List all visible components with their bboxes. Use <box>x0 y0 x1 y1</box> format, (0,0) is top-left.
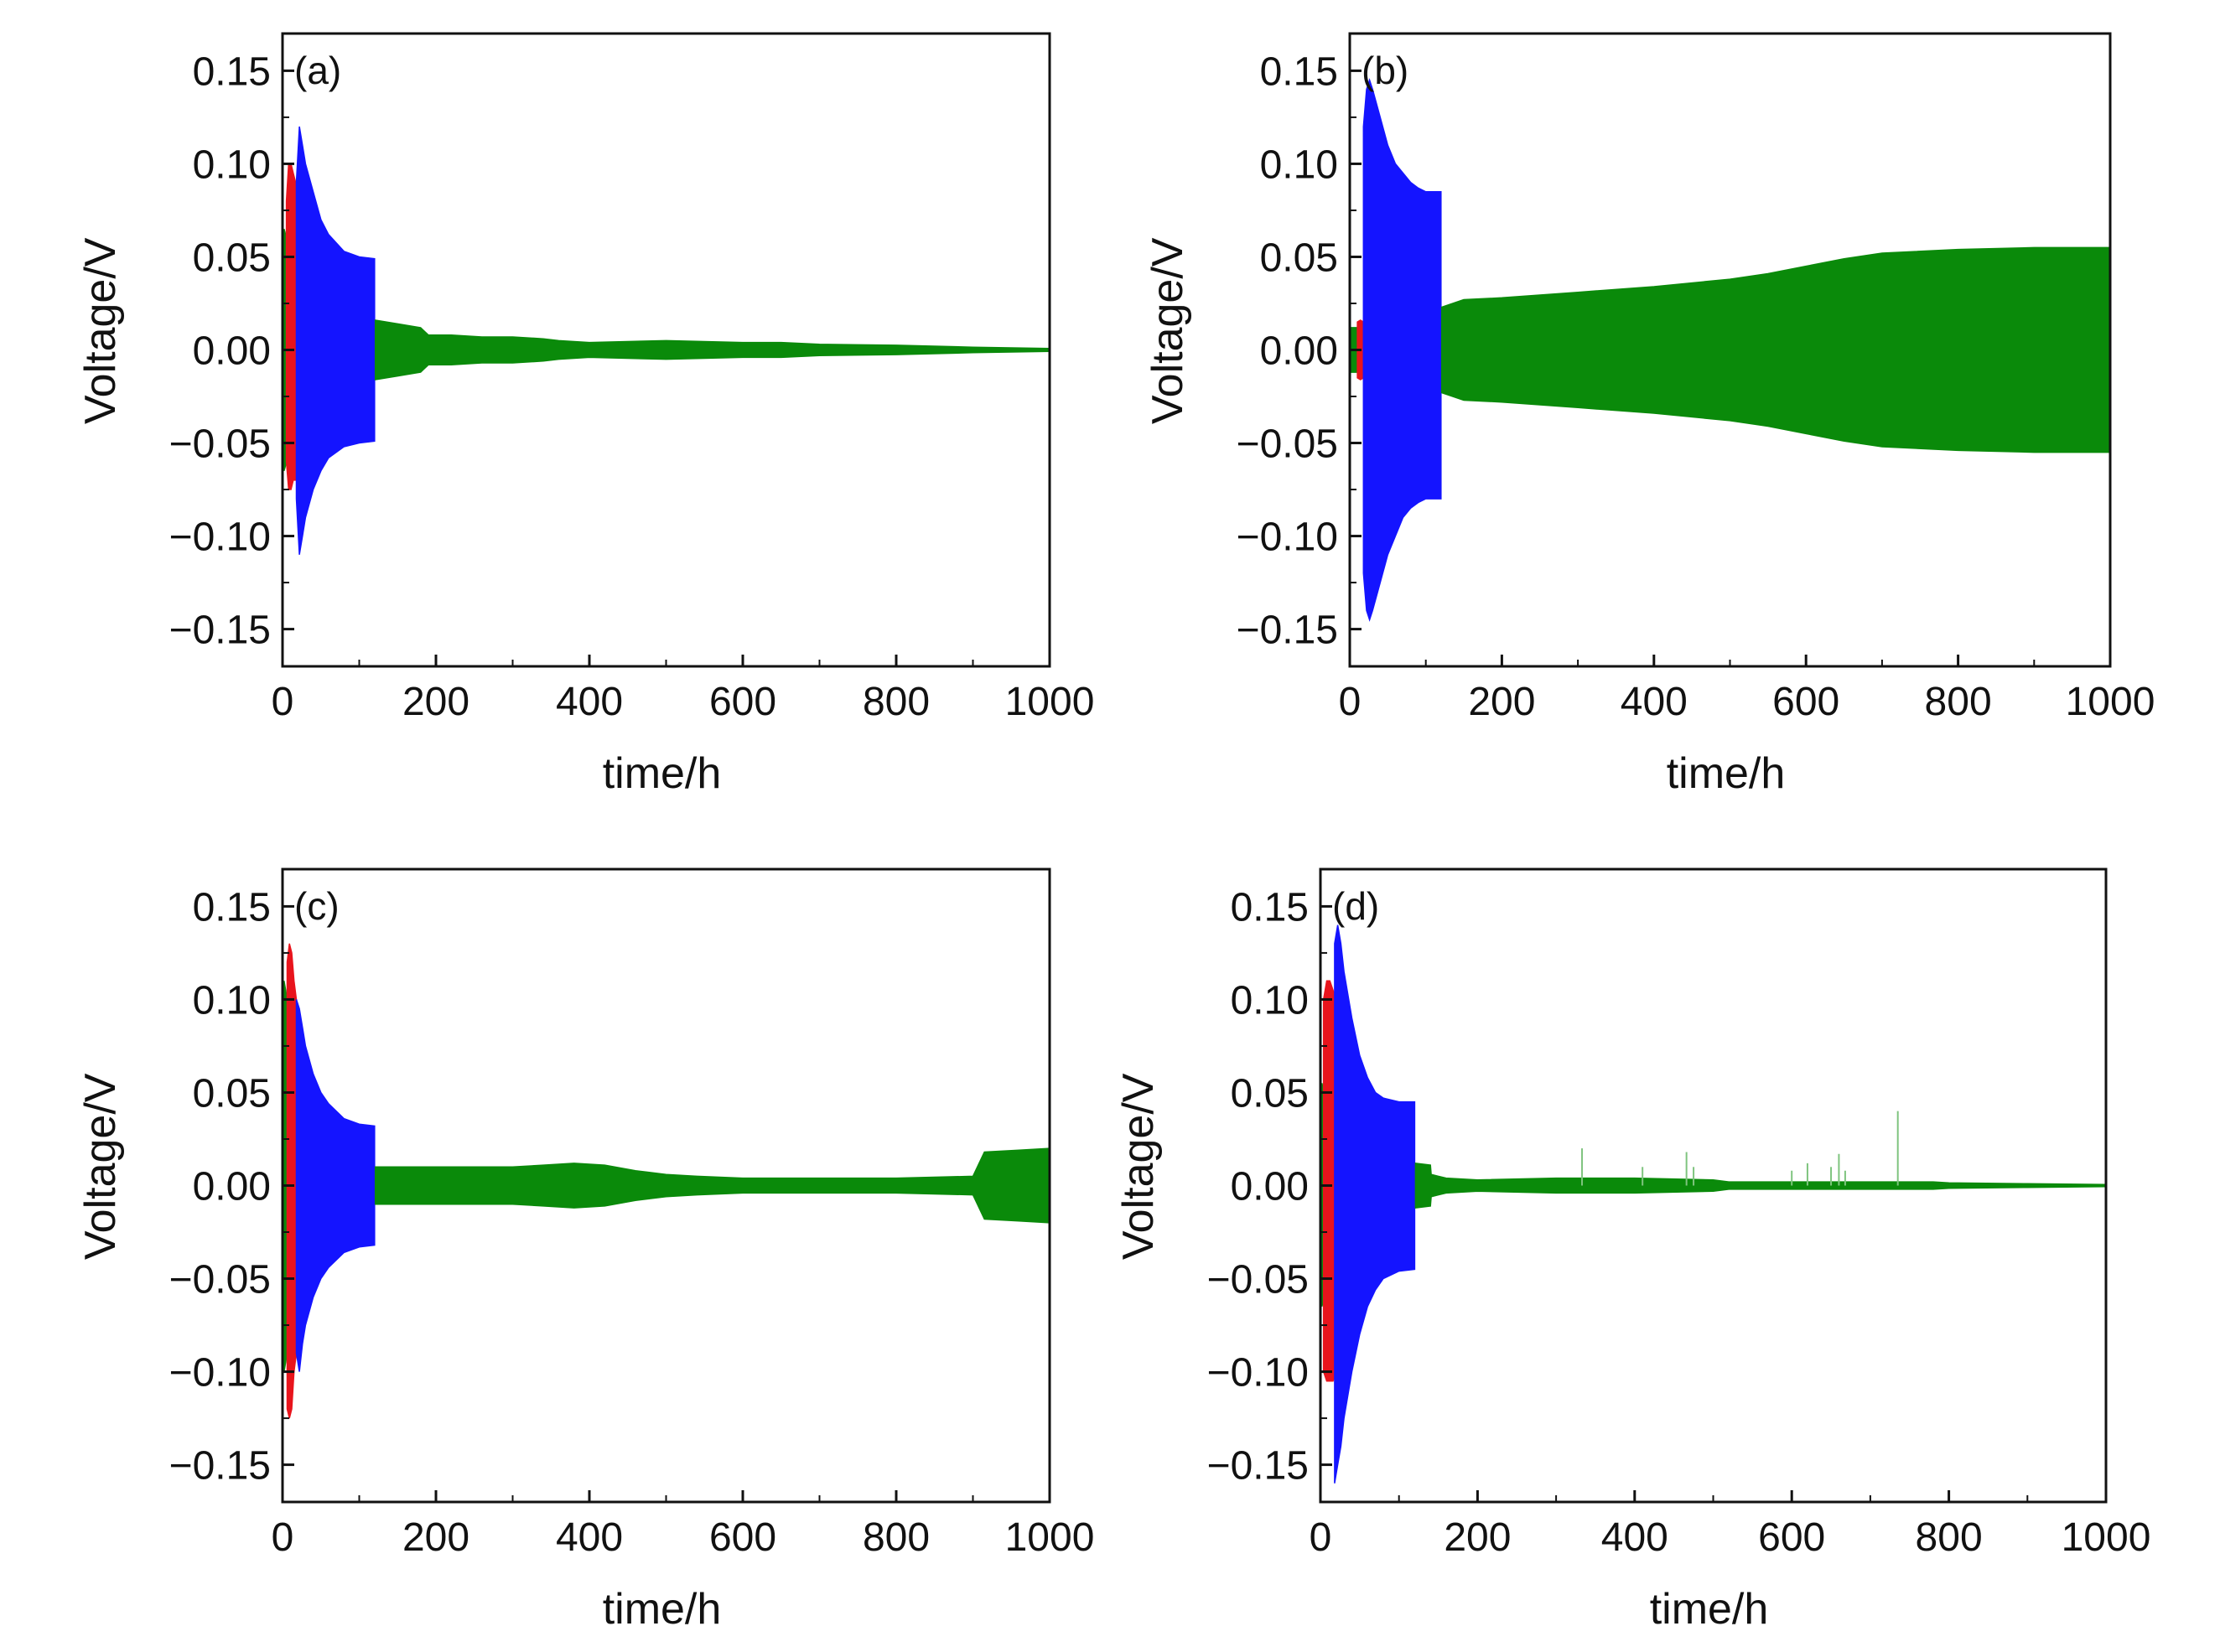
y-tick-label: 0.05 <box>193 236 271 280</box>
x-tick-label: 200 <box>402 680 469 724</box>
y-tick-label: −0.10 <box>1207 1351 1309 1396</box>
y-tick-label: −0.10 <box>169 1351 271 1396</box>
x-tick-label: 200 <box>1444 1515 1511 1560</box>
x-tick-label: 600 <box>1758 1515 1825 1560</box>
y-tick-label: 0.15 <box>1231 885 1309 930</box>
y-tick-label: −0.05 <box>169 422 271 467</box>
y-tick-label: −0.05 <box>1207 1258 1309 1302</box>
series-red-1 <box>286 943 298 1419</box>
x-tick-label: 400 <box>1601 1515 1668 1560</box>
panel-label: (d) <box>1332 884 1379 928</box>
series-blue-2 <box>295 126 376 555</box>
x-axis-title: time/h <box>603 749 722 798</box>
x-tick-label: 0 <box>1339 680 1362 724</box>
panel-a: 0 200 400 600 800 1000 0.15 0.10 0.05 0.00 −0.05 −0… <box>76 32 1095 798</box>
series-green-3 <box>374 1147 1050 1224</box>
y-tick-label: 0.00 <box>193 1165 271 1209</box>
y-tick-label: 0.10 <box>193 978 271 1023</box>
y-axis-title: Voltage/V <box>1144 237 1192 424</box>
y-tick-label: −0.15 <box>169 608 271 653</box>
y-tick-label: 0.00 <box>193 329 271 374</box>
series-green-3 <box>1440 246 2110 453</box>
y-tick-label: 0.15 <box>1260 49 1338 94</box>
x-tick-label: 1000 <box>2066 680 2155 724</box>
y-tick-label: −0.15 <box>169 1444 271 1489</box>
x-tick-label: 800 <box>863 680 930 724</box>
x-tick-label: 800 <box>1925 680 1992 724</box>
panel-c: 0 200 400 600 800 1000 0.15 0.10 0.05 0.00 −0.05 −0… <box>76 867 1095 1634</box>
y-tick-label: 0.10 <box>193 142 271 187</box>
panel-label: (c) <box>294 884 340 928</box>
y-tick-label: 0.05 <box>1260 236 1338 280</box>
y-tick-label: 0.15 <box>193 885 271 930</box>
series-group <box>283 943 1050 1419</box>
panel-label: (a) <box>294 49 341 92</box>
series-blue-2 <box>1362 78 1442 622</box>
y-axis-title: Voltage/V <box>1114 1073 1163 1260</box>
series-group <box>283 126 1050 555</box>
series-group <box>1320 924 2106 1484</box>
y-tick-label: 0.00 <box>1260 329 1338 374</box>
x-tick-label: 0 <box>272 680 294 724</box>
y-tick-label: 0.05 <box>193 1071 271 1116</box>
x-tick-label: 400 <box>1621 680 1688 724</box>
panel-d: 0 200 400 600 800 1000 0.15 0.10 0.05 0.00 −0.05 −0… <box>1114 867 2151 1634</box>
y-tick-label: 0.00 <box>1231 1165 1309 1209</box>
series-green-3 <box>374 319 1050 381</box>
panel-b: 0 200 400 600 800 1000 0.15 0.10 0.05 0.00 −0.05 −0… <box>1144 32 2155 798</box>
y-tick-label: −0.10 <box>169 515 271 560</box>
series-blue-2 <box>1334 924 1416 1484</box>
x-tick-label: 400 <box>556 1515 623 1560</box>
y-tick-label: 0.05 <box>1231 1071 1309 1116</box>
series-blue-2 <box>295 999 376 1372</box>
x-tick-label: 1000 <box>1005 680 1095 724</box>
y-axis-title: Voltage/V <box>76 237 125 424</box>
x-tick-label: 600 <box>709 680 776 724</box>
y-tick-label: −0.10 <box>1237 515 1338 560</box>
x-tick-label: 600 <box>1772 680 1839 724</box>
x-tick-label: 200 <box>402 1515 469 1560</box>
x-tick-label: 0 <box>1310 1515 1332 1560</box>
x-axis-title: time/h <box>603 1585 722 1634</box>
y-axis-title: Voltage/V <box>76 1073 125 1260</box>
x-axis-title: time/h <box>1650 1585 1769 1634</box>
y-tick-label: 0.10 <box>1231 978 1309 1023</box>
x-tick-label: 800 <box>1916 1515 1983 1560</box>
series-group <box>1350 78 2110 622</box>
x-tick-label: 1000 <box>1005 1515 1095 1560</box>
x-tick-label: 600 <box>709 1515 776 1560</box>
panel-label: (b) <box>1362 49 1408 92</box>
y-tick-label: 0.10 <box>1260 142 1338 187</box>
x-tick-label: 400 <box>556 680 623 724</box>
series-green-3 <box>1414 1163 2106 1209</box>
y-tick-label: 0.15 <box>193 49 271 94</box>
x-axis-title: time/h <box>1667 749 1786 798</box>
x-tick-label: 200 <box>1468 680 1535 724</box>
y-tick-label: −0.05 <box>1237 422 1338 467</box>
y-tick-label: −0.15 <box>1207 1444 1309 1489</box>
x-tick-label: 1000 <box>2062 1515 2151 1560</box>
x-tick-label: 0 <box>272 1515 294 1560</box>
x-tick-label: 800 <box>863 1515 930 1560</box>
y-tick-label: −0.15 <box>1237 608 1338 653</box>
y-tick-label: −0.05 <box>169 1258 271 1302</box>
